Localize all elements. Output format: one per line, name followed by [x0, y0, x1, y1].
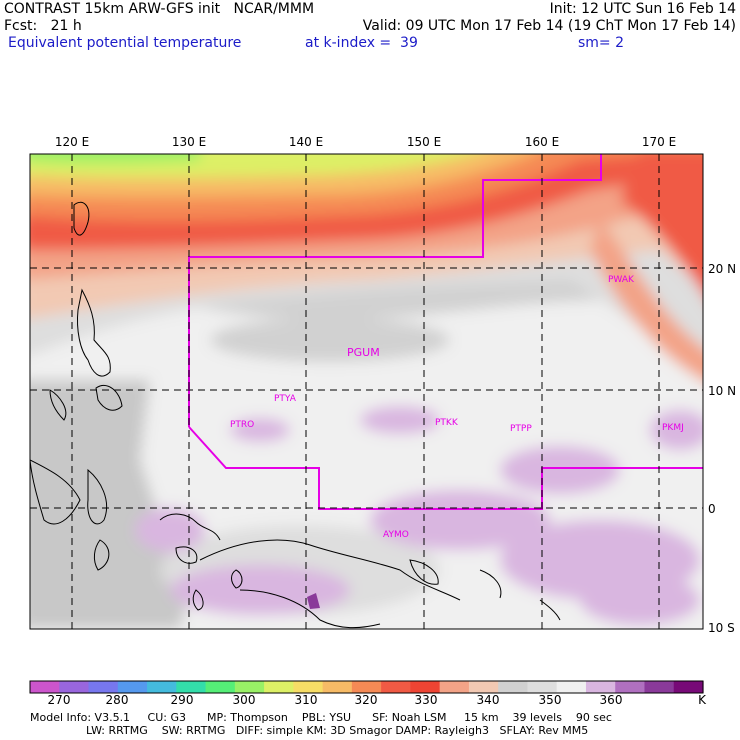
colorbar-label-350: 350 — [538, 693, 562, 707]
colorbar-swatch — [556, 681, 587, 693]
colorbar-swatch — [644, 681, 675, 693]
init-time: Init: 12 UTC Sun 16 Feb 14 — [549, 1, 736, 17]
colorbar-label-330: 330 — [414, 693, 438, 707]
lat-label-0: 0 — [708, 502, 716, 516]
colorbar-swatch — [322, 681, 353, 693]
station-ptya: PTYA — [274, 394, 297, 404]
station-ptkk: PTKK — [435, 418, 459, 428]
lon-label-150: 150 E — [407, 135, 441, 149]
station-ptpp: PTPP — [510, 424, 532, 434]
colorbar-swatch — [615, 681, 646, 693]
model-title: CONTRAST 15km ARW-GFS init NCAR/MMM — [4, 1, 315, 17]
colorbar-swatch — [381, 681, 411, 693]
colorbar-swatch — [498, 681, 529, 693]
colorbar-swatch — [527, 681, 558, 693]
colorbar-swatch — [234, 681, 265, 693]
station-pwak: PWAK — [608, 275, 635, 285]
smoothing: sm= 2 — [578, 35, 625, 51]
colorbar-label-300: 300 — [232, 693, 256, 707]
colorbar-swatch — [293, 681, 324, 693]
colorbar-swatch — [117, 681, 148, 693]
colorbar-swatch — [30, 681, 60, 693]
colorbar-swatch — [264, 681, 294, 693]
colorbar-swatch — [585, 681, 616, 693]
station-ptro: PTRO — [230, 420, 254, 430]
station-pkmj: PKMJ — [662, 423, 684, 433]
forecast-hour: Fcst: 21 h — [4, 18, 82, 34]
colorbar-swatch — [351, 681, 382, 693]
colorbar-swatch — [59, 681, 90, 693]
colorbar-swatch — [88, 681, 119, 693]
colorbar-label-280: 280 — [105, 693, 129, 707]
colorbar — [30, 681, 704, 693]
field-name: Equivalent potential temperature — [8, 35, 242, 51]
colorbar-label-310: 310 — [294, 693, 318, 707]
colorbar-label-340: 340 — [476, 693, 500, 707]
colorbar-swatch — [176, 681, 207, 693]
level-index: at k-index = 39 — [305, 35, 418, 51]
lat-label-20n: 20 N — [708, 262, 736, 276]
lat-label-10s: 10 S — [708, 621, 735, 635]
lon-label-120: 120 E — [55, 135, 89, 149]
colorbar-label-320: 320 — [354, 693, 378, 707]
lon-label-160: 160 E — [525, 135, 559, 149]
colorbar-label-360: 360 — [599, 693, 623, 707]
colorbar-label-290: 290 — [170, 693, 194, 707]
lat-label-10n: 10 N — [708, 384, 736, 398]
colorbar-label-270: 270 — [47, 693, 71, 707]
lon-label-140: 140 E — [289, 135, 323, 149]
colorbar-swatch — [410, 681, 441, 693]
station-aymo: AYMO — [383, 530, 409, 540]
colorbar-swatch — [673, 681, 704, 693]
model-info-line1: Model Info: V3.5.1 CU: G3 MP: Thompson P… — [30, 711, 612, 724]
station-pgum: PGUM — [347, 346, 380, 359]
colorbar-unit: K — [698, 693, 706, 707]
colorbar-swatch — [147, 681, 177, 693]
lon-label-130: 130 E — [172, 135, 206, 149]
valid-time: Valid: 09 UTC Mon 17 Feb 14 (19 ChT Mon … — [362, 18, 736, 34]
colorbar-swatch — [468, 681, 499, 693]
colorbar-swatch — [205, 681, 236, 693]
colorbar-swatch — [439, 681, 470, 693]
model-info-line2: LW: RRTMG SW: RRTMG DIFF: simple KM: 3D … — [30, 724, 589, 737]
lon-label-170: 170 E — [642, 135, 676, 149]
